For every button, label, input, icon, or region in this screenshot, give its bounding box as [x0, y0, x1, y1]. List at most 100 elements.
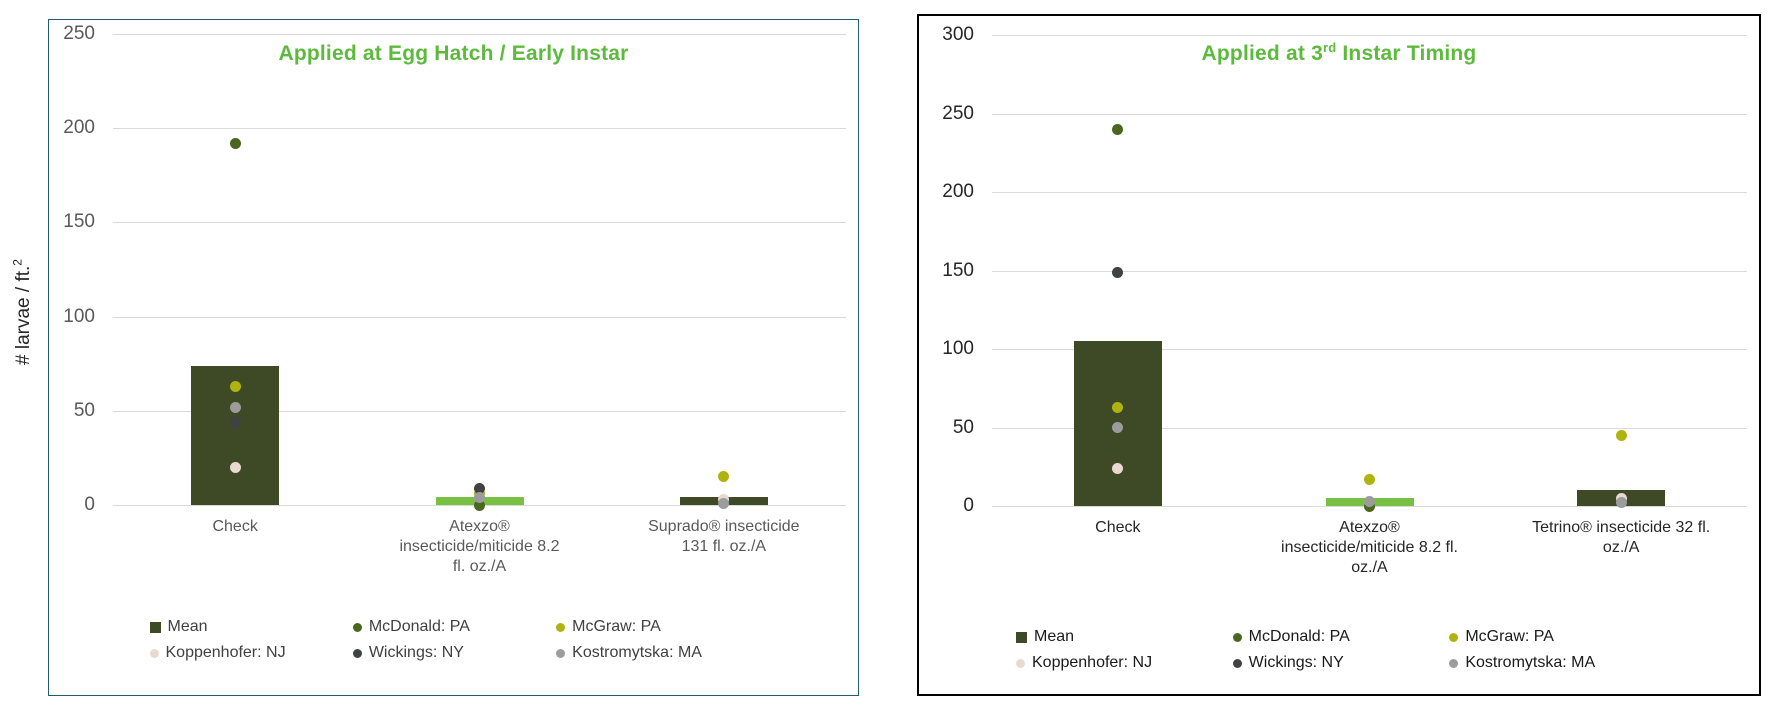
- data-point: [1112, 266, 1124, 278]
- legend-item: Kostromytska: MA: [556, 644, 759, 662]
- data-point: [229, 461, 241, 473]
- data-point: [1615, 429, 1627, 441]
- series-dot-icon: [1232, 632, 1242, 642]
- legend-label: Wickings: NY: [1248, 654, 1344, 671]
- chart-title-superscript: rd: [1322, 40, 1337, 55]
- y-axis-label-text: # larvae / ft.: [13, 265, 34, 365]
- chart-3rd-instar-timing: Applied at 3rd Instar Timing Mean McDonal…: [917, 14, 1761, 696]
- y-tick-label: 200: [63, 117, 95, 139]
- y-axis-label-superscript: 2: [10, 259, 25, 266]
- data-point: [229, 401, 241, 413]
- mean-swatch-icon: [1016, 631, 1027, 643]
- series-dot-icon: [1449, 632, 1459, 642]
- legend-item: McDonald: PA: [1232, 628, 1450, 646]
- chart-egg-hatch-early-instar: Applied at Egg Hatch / Early Instar Mean…: [48, 19, 859, 696]
- data-point: [718, 497, 730, 509]
- y-tick-label: 50: [952, 416, 974, 438]
- legend-item: Mean: [1016, 628, 1233, 646]
- data-point: [1112, 401, 1124, 413]
- gridline-200: [113, 128, 846, 130]
- legend-label: Koppenhofer: NJ: [165, 644, 286, 661]
- x-category-label-line: oz./A: [1602, 539, 1640, 556]
- y-tick-label: 300: [942, 24, 974, 45]
- legend-item: Koppenhofer: NJ: [1016, 654, 1233, 672]
- chart-title-text: Applied at Egg Hatch / Early Instar: [278, 42, 629, 65]
- data-point: [229, 416, 241, 428]
- mean-swatch-icon: [149, 621, 161, 633]
- gridline-50: [113, 410, 846, 412]
- gridline-100: [113, 316, 846, 318]
- plot-area: [992, 35, 1747, 512]
- x-category-label: Check: [115, 517, 355, 537]
- y-tick-label: 150: [942, 259, 974, 281]
- gridline-200: [992, 192, 1747, 193]
- series-dot-icon: [1449, 658, 1459, 668]
- legend-item: Mean: [149, 618, 353, 636]
- y-tick-label: 250: [942, 102, 974, 124]
- series-dot-icon: [149, 648, 159, 658]
- legend-label: McDonald: PA: [1248, 628, 1350, 645]
- chart-legend: Mean McDonald: PA McGraw: PA Koppenhofer: N…: [1016, 628, 1666, 672]
- legend-label: Mean: [167, 618, 208, 635]
- series-dot-icon: [556, 622, 566, 632]
- legend-item: Koppenhofer: NJ: [149, 644, 353, 662]
- chart-title-text: Applied at 3: [1201, 42, 1323, 65]
- x-category-label-line: insecticide/miticide 8.2: [399, 538, 560, 555]
- legend-item: McGraw: PA: [556, 618, 759, 636]
- data-point: [474, 491, 485, 503]
- x-category-label-line: insecticide/miticide 8.2 fl.: [1281, 539, 1458, 556]
- chart-title: Applied at 3rd Instar Timing: [919, 40, 1759, 66]
- x-category-label: Check: [984, 518, 1252, 538]
- x-category-label: Tetrino® insecticide 32 fl. oz./A: [1487, 518, 1755, 558]
- legend-label: McGraw: PA: [1465, 628, 1554, 645]
- series-dot-icon: [352, 648, 362, 658]
- series-dot-icon: [1232, 658, 1242, 668]
- legend-label: McGraw: PA: [572, 618, 661, 635]
- y-tick-label: 0: [963, 495, 974, 516]
- data-point: [474, 499, 485, 511]
- legend-label: Kostromytska: MA: [1465, 654, 1596, 671]
- legend-label: Kostromytska: MA: [572, 644, 702, 661]
- x-category-label: Atexzo® insecticide/miticide 8.2 fl. oz./A: [360, 517, 600, 577]
- legend-item: Kostromytska: MA: [1449, 654, 1666, 672]
- legend-item: McDonald: PA: [352, 618, 556, 636]
- legend-label: Mean: [1034, 628, 1075, 645]
- legend-label: McDonald: PA: [368, 618, 470, 635]
- series-dot-icon: [1016, 658, 1025, 668]
- x-category-label-line: oz./A: [1351, 559, 1388, 576]
- data-point: [1364, 495, 1375, 507]
- x-category-label-line: Tetrino® insecticide 32 fl.: [1532, 519, 1711, 536]
- data-point: [474, 482, 485, 494]
- x-category-label-line: Suprado® insecticide: [648, 518, 800, 535]
- y-tick-label: 50: [73, 399, 95, 421]
- gridline-150: [992, 270, 1747, 272]
- gridline-250: [992, 113, 1747, 115]
- x-category-label-line: Atexzo®: [1339, 519, 1400, 536]
- x-category-label-line: 131 fl. oz./A: [681, 538, 767, 555]
- y-tick-label: 200: [942, 181, 974, 202]
- x-category-label-line: Atexzo®: [449, 518, 510, 535]
- x-category-label-line: Check: [212, 518, 258, 535]
- gridline-50: [992, 427, 1747, 429]
- x-category-label: Suprado® insecticide 131 fl. oz./A: [604, 517, 844, 557]
- data-point: [229, 380, 241, 392]
- gridline-100: [992, 349, 1747, 350]
- x-category-label: Atexzo® insecticide/miticide 8.2 fl. oz./A: [1236, 518, 1504, 578]
- data-point: [1364, 473, 1375, 485]
- gridline-150: [113, 222, 846, 224]
- chart-title: Applied at Egg Hatch / Early Instar: [49, 42, 858, 66]
- legend-label: Wickings: NY: [368, 644, 464, 661]
- x-category-label-line: fl. oz./A: [452, 558, 507, 575]
- chart-legend: Mean McDonald: PA McGraw: PA Koppenhofer: N…: [149, 618, 760, 662]
- series-dot-icon: [352, 622, 362, 632]
- series-dot-icon: [556, 648, 566, 658]
- y-tick-label: 100: [942, 338, 974, 359]
- y-tick-label: 150: [63, 211, 95, 233]
- y-tick-label: 0: [84, 494, 95, 515]
- data-point: [718, 471, 730, 483]
- y-tick-label: 250: [63, 23, 95, 44]
- gridline-300: [992, 35, 1747, 36]
- y-axis-label: # larvae / ft.2: [10, 259, 35, 365]
- data-point: [1112, 422, 1124, 433]
